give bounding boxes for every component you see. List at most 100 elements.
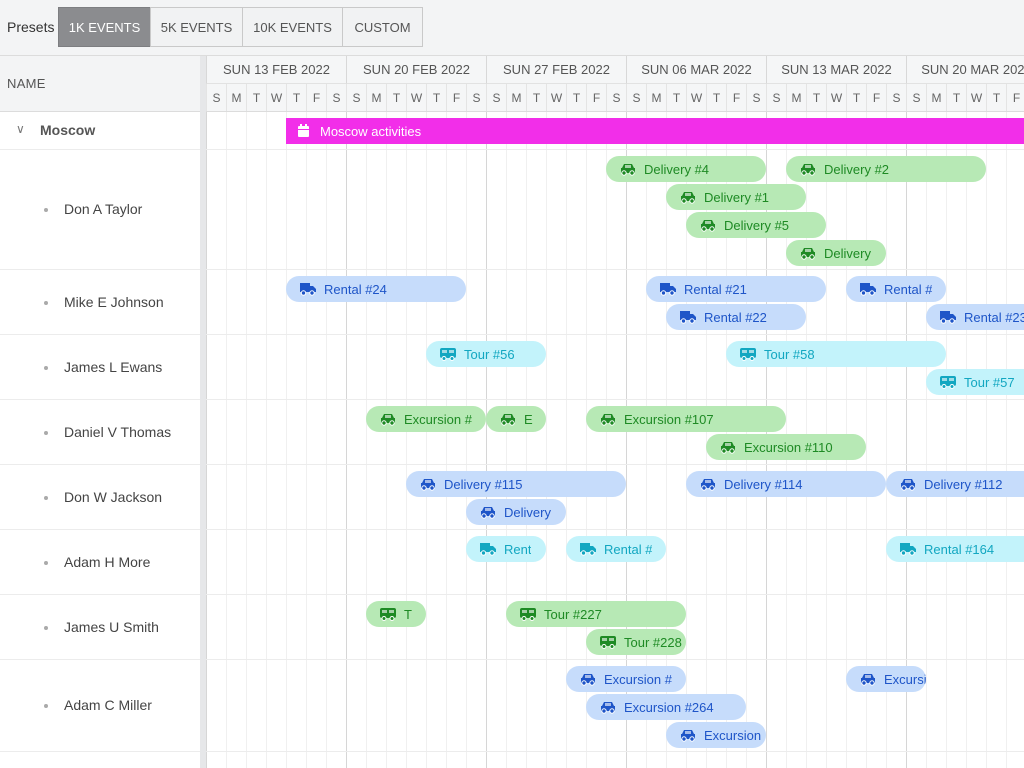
- day-header-cell: F: [866, 84, 886, 111]
- name-column-header[interactable]: NAME: [0, 56, 200, 112]
- event-label: Delivery #1: [704, 189, 770, 205]
- week-header-cell: SUN 13 MAR 2022: [766, 56, 906, 84]
- day-header-cell: S: [906, 84, 926, 111]
- truck-icon: [940, 310, 956, 324]
- grid-line: [246, 112, 247, 768]
- row-divider: [206, 751, 1024, 752]
- grid-line: [986, 112, 987, 768]
- event-bar[interactable]: Tour #57: [926, 369, 1024, 395]
- day-header-cell: S: [346, 84, 366, 111]
- event-bar[interactable]: Rental #: [846, 276, 946, 302]
- day-header-cell: S: [606, 84, 626, 111]
- day-header-cell: S: [886, 84, 906, 111]
- day-header-cell: T: [286, 84, 306, 111]
- row-divider: [206, 594, 1024, 595]
- event-bar[interactable]: Excursion #264: [586, 694, 746, 720]
- day-header-cell: M: [646, 84, 666, 111]
- event-bar[interactable]: Excursion #107: [586, 406, 786, 432]
- event-bar[interactable]: Tour #58: [726, 341, 946, 367]
- resource-row[interactable]: Mike E Johnson: [0, 270, 200, 335]
- car-icon: [580, 672, 596, 686]
- event-bar[interactable]: Excursion: [846, 666, 926, 692]
- event-bar[interactable]: Delivery #4: [606, 156, 766, 182]
- presets-label: Presets: [7, 19, 55, 35]
- event-bar[interactable]: T: [366, 601, 426, 627]
- event-bar[interactable]: Rental #24: [286, 276, 466, 302]
- event-label: Rental #: [604, 541, 653, 557]
- resource-name: James L Ewans: [64, 358, 163, 375]
- event-bar[interactable]: Excursion #110: [706, 434, 866, 460]
- chevron-down-icon[interactable]: ∨: [16, 122, 25, 136]
- car-icon: [600, 412, 616, 426]
- resource-row[interactable]: James L Ewans: [0, 335, 200, 400]
- car-icon: [680, 728, 696, 742]
- event-bar[interactable]: Rental #: [566, 536, 666, 562]
- event-bar[interactable]: Rent: [466, 536, 546, 562]
- day-header-cell: W: [406, 84, 426, 111]
- truck-icon: [860, 282, 876, 296]
- event-bar[interactable]: Rental #164: [886, 536, 1024, 562]
- event-bar[interactable]: Tour #56: [426, 341, 546, 367]
- resource-row[interactable]: Daniel V Thomas: [0, 400, 200, 465]
- day-header-cell: T: [706, 84, 726, 111]
- event-label: Rental #23: [964, 309, 1024, 325]
- summary-event-bar[interactable]: Moscow activities: [286, 118, 1024, 144]
- day-header-cell: M: [226, 84, 246, 111]
- day-header-cell: T: [566, 84, 586, 111]
- resource-row[interactable]: Adam H More: [0, 530, 200, 595]
- event-label: Tour #58: [764, 346, 815, 362]
- car-icon: [700, 218, 716, 232]
- event-bar[interactable]: Delivery #1: [666, 184, 806, 210]
- grid-line: [346, 112, 347, 768]
- event-bar[interactable]: Tour #227: [506, 601, 686, 627]
- event-bar[interactable]: Rental #22: [666, 304, 806, 330]
- event-bar[interactable]: Delivery #112: [886, 471, 1024, 497]
- event-bar[interactable]: Delivery: [786, 240, 886, 266]
- event-bar[interactable]: Rental #21: [646, 276, 826, 302]
- preset-button-1k-events[interactable]: 1K EVENTS: [58, 7, 151, 47]
- column-splitter[interactable]: [200, 56, 206, 768]
- event-label: Delivery #114: [724, 476, 803, 492]
- resource-row[interactable]: Don A Taylor: [0, 150, 200, 270]
- car-icon: [800, 162, 816, 176]
- tree-group-row[interactable]: ∨ Moscow: [0, 112, 200, 150]
- bus-icon: [380, 607, 396, 621]
- preset-button-5k-events[interactable]: 5K EVENTS: [150, 7, 243, 47]
- day-header-cell: F: [1006, 84, 1024, 111]
- day-header-cell: T: [386, 84, 406, 111]
- event-bar[interactable]: Tour #228: [586, 629, 686, 655]
- event-bar[interactable]: E: [486, 406, 546, 432]
- resource-row[interactable]: Don W Jackson: [0, 465, 200, 530]
- day-header-cell: S: [486, 84, 506, 111]
- day-header-cell: S: [466, 84, 486, 111]
- event-bar[interactable]: Delivery #114: [686, 471, 886, 497]
- bullet-icon: [44, 704, 48, 708]
- day-header-cell: M: [506, 84, 526, 111]
- resource-row[interactable]: Adam C Miller: [0, 660, 200, 752]
- week-header-cell: SUN 06 MAR 2022: [626, 56, 766, 84]
- event-bar[interactable]: Delivery: [466, 499, 566, 525]
- grid-line: [606, 112, 607, 768]
- event-label: Excursion: [704, 727, 762, 743]
- car-icon: [480, 505, 496, 519]
- grid-line: [486, 112, 487, 768]
- bus-icon: [940, 375, 956, 389]
- day-header-cell: W: [686, 84, 706, 111]
- grid-line: [466, 112, 467, 768]
- grid-line: [226, 112, 227, 768]
- resource-name: Adam C Miller: [64, 697, 152, 713]
- car-icon: [720, 440, 736, 454]
- resource-row[interactable]: James U Smith: [0, 595, 200, 660]
- event-bar[interactable]: Delivery #5: [686, 212, 826, 238]
- bullet-icon: [44, 300, 48, 305]
- event-bar[interactable]: Delivery #115: [406, 471, 626, 497]
- event-bar[interactable]: Excursion: [666, 722, 766, 748]
- group-label: Moscow: [40, 122, 96, 138]
- event-bar[interactable]: Excursion #: [366, 406, 486, 432]
- preset-button-custom[interactable]: CUSTOM: [342, 7, 423, 47]
- preset-button-10k-events[interactable]: 10K EVENTS: [242, 7, 343, 47]
- day-header-cell: W: [546, 84, 566, 111]
- event-bar[interactable]: Delivery #2: [786, 156, 986, 182]
- event-bar[interactable]: Excursion #: [566, 666, 686, 692]
- event-bar[interactable]: Rental #23: [926, 304, 1024, 330]
